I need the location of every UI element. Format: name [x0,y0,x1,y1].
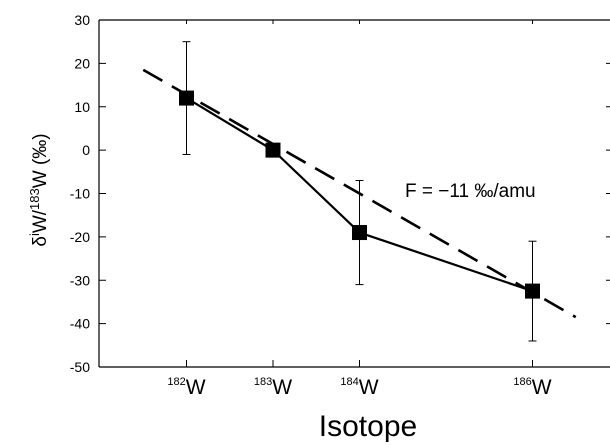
y-tick-label: -30 [70,272,90,288]
y-axis-title: δiW/183W (‰) [27,133,51,246]
x-axis: 182W 183W 184W 186W [167,20,552,399]
data-point [265,142,281,158]
y-axis: 30 20 10 0 -10 -20 -30 -40 -50 [70,12,610,375]
y-tick-label: 0 [82,142,90,158]
y-tick-label: -50 [70,359,90,375]
data-line [185,97,533,293]
x-tick-label: 186W [513,376,551,399]
x-tick-label: 182W [167,376,205,399]
data-line-series [185,97,533,293]
y-tick-label: 30 [74,12,90,28]
slope-annotation: F = −11 ‰/amu [405,181,536,202]
y-tick-label: 20 [74,55,90,71]
data-point [179,90,194,106]
x-axis-title: Isotope [319,410,417,443]
data-markers [179,90,540,299]
data-point [352,225,367,241]
y-tick-label: -40 [70,316,90,332]
x-tick-label: 183W [254,376,292,399]
x-tick-label: 184W [340,376,378,399]
data-point [525,283,540,299]
y-tick-label: -10 [70,186,90,202]
y-tick-label: 10 [74,99,90,115]
y-tick-label: -20 [70,229,90,245]
